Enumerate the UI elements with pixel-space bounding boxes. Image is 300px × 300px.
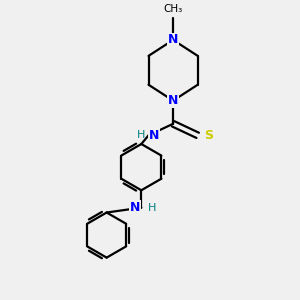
- Text: N: N: [148, 129, 159, 142]
- Text: H: H: [137, 130, 145, 140]
- Text: S: S: [204, 129, 213, 142]
- Text: H: H: [148, 202, 156, 213]
- Text: N: N: [168, 94, 178, 107]
- Text: CH₃: CH₃: [164, 4, 183, 14]
- Text: N: N: [168, 34, 178, 46]
- Text: N: N: [130, 201, 140, 214]
